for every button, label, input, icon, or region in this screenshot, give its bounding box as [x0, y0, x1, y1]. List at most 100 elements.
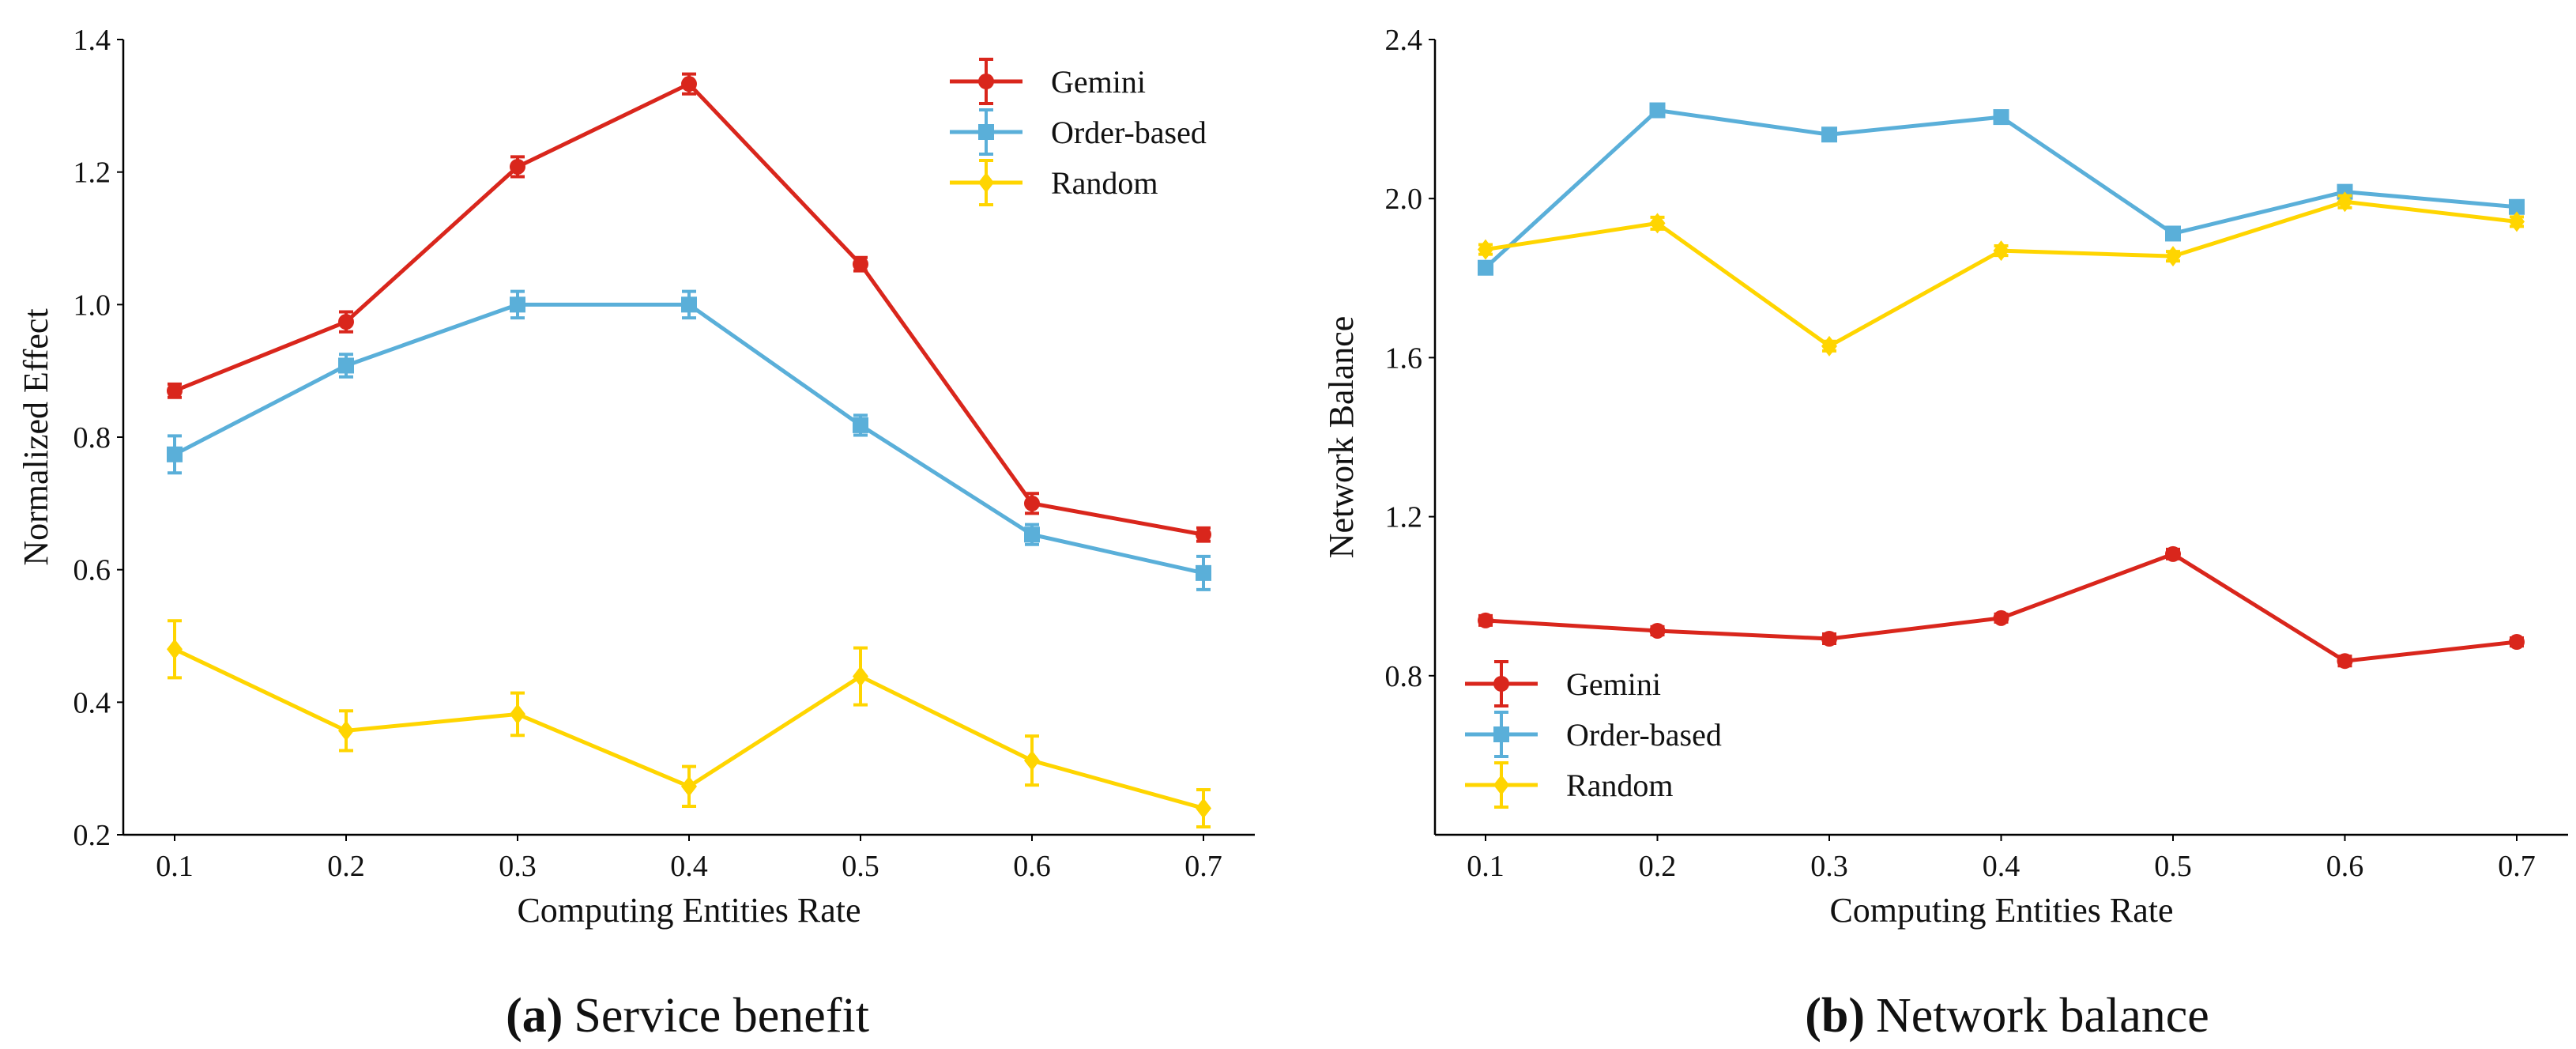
- legend-label: Order-based: [1051, 115, 1207, 150]
- y-tick-label: 1.2: [1385, 501, 1423, 534]
- legend-label: Gemini: [1566, 666, 1661, 702]
- y-axis-label: Normalized Effect: [17, 308, 55, 565]
- legend-marker: [978, 172, 994, 193]
- y-tick-label: 0.8: [73, 421, 111, 455]
- data-point: [338, 314, 354, 330]
- panel-caption: (a) Service benefit: [506, 989, 869, 1043]
- data-point: [681, 775, 697, 797]
- data-point: [2165, 246, 2181, 267]
- x-tick-label: 0.4: [670, 850, 708, 883]
- y-axis-label: Network Balance: [1322, 316, 1361, 559]
- data-point: [167, 446, 183, 462]
- caption-title: Network balance: [1876, 989, 2209, 1043]
- data-point: [167, 383, 183, 399]
- data-point: [2509, 211, 2525, 232]
- y-tick-label: 1.4: [73, 24, 111, 57]
- legend-label: Random: [1051, 165, 1158, 201]
- data-point: [681, 76, 697, 92]
- caption-label: (b): [1805, 989, 1865, 1043]
- data-point: [853, 666, 868, 687]
- data-point: [1478, 259, 1493, 276]
- legend-item-gemini: Gemini: [950, 58, 1146, 105]
- series-gemini: [1478, 545, 2525, 670]
- legend-marker: [1493, 726, 1509, 742]
- data-point: [1196, 526, 1211, 543]
- x-tick-label: 0.2: [327, 850, 365, 883]
- data-point: [1478, 239, 1493, 260]
- series-random: [1478, 191, 2525, 357]
- y-tick-label: 1.2: [73, 157, 111, 190]
- x-tick-label: 0.4: [1983, 850, 2021, 883]
- data-point: [1196, 798, 1211, 819]
- series-order-based: [167, 289, 1211, 591]
- y-tick-label: 0.8: [1385, 660, 1423, 693]
- y-tick-label: 0.4: [73, 686, 111, 719]
- legend-label: Random: [1566, 768, 1674, 803]
- x-tick-label: 0.6: [2326, 850, 2364, 883]
- data-point: [853, 417, 868, 433]
- data-point: [1649, 213, 1666, 234]
- legend-marker: [1493, 775, 1509, 795]
- x-tick-label: 0.6: [1013, 850, 1051, 883]
- data-point: [2509, 634, 2525, 651]
- data-point: [2165, 225, 2181, 242]
- data-point: [853, 256, 868, 273]
- data-point: [510, 296, 525, 313]
- x-tick-label: 0.5: [842, 850, 879, 883]
- y-tick-label: 2.0: [1385, 183, 1423, 216]
- legend-item-order-based: Order-based: [1465, 711, 1722, 758]
- y-tick-label: 2.4: [1385, 24, 1423, 57]
- legend-item-random: Random: [950, 159, 1158, 206]
- y-tick-label: 1.0: [73, 289, 111, 322]
- y-tick-label: 0.2: [73, 819, 111, 852]
- panel-service-benefit: 0.2 0.4 0.6 0.8 1.0 1.2 1.4 0.1 0.2 0.3 0.4 0.5 0.6 0…: [17, 24, 1255, 1043]
- data-point: [338, 720, 354, 741]
- data-point: [2509, 198, 2525, 215]
- data-point: [1196, 564, 1211, 581]
- data-point: [1993, 609, 2009, 626]
- data-point: [1993, 240, 2009, 262]
- series-line: [173, 302, 1204, 575]
- legend-item-order-based: Order-based: [950, 108, 1207, 156]
- x-tick-label: 0.3: [1810, 850, 1848, 883]
- data-point: [1993, 109, 2009, 126]
- data-point: [1821, 126, 1837, 143]
- data-point: [2337, 653, 2353, 670]
- data-point: [1821, 335, 1837, 357]
- y-tick-label: 0.6: [73, 554, 111, 587]
- data-point: [1024, 750, 1040, 772]
- data-point: [2337, 191, 2353, 213]
- data-point: [1478, 612, 1493, 628]
- x-tick-label: 0.1: [1467, 850, 1505, 883]
- data-point: [681, 296, 697, 313]
- legend-marker: [1493, 676, 1509, 692]
- series-line: [1485, 552, 2518, 663]
- data-point: [1821, 631, 1837, 647]
- x-tick-label: 0.1: [156, 850, 194, 883]
- data-point: [338, 357, 354, 374]
- data-point: [2165, 545, 2181, 562]
- x-tick-label: 0.7: [1184, 850, 1222, 883]
- data-point: [1649, 622, 1666, 639]
- x-tick-label: 0.2: [1639, 850, 1677, 883]
- legend-label: Gemini: [1051, 64, 1146, 100]
- data-point: [1024, 495, 1040, 511]
- data-point: [1649, 102, 1666, 119]
- panel-network-balance: 0.8 1.2 1.6 2.0 2.4 0.1 0.2 0.3 0.4 0.5 0.6 0.7 Comp…: [1322, 24, 2568, 1043]
- data-point: [510, 704, 525, 725]
- x-tick-label: 0.3: [499, 850, 537, 883]
- panel-caption: (b) Network balance: [1805, 989, 2209, 1043]
- legend-item-gemini: Gemini: [1465, 660, 1661, 708]
- data-point: [1024, 526, 1040, 543]
- legend-marker: [978, 124, 994, 140]
- legend-marker: [978, 74, 994, 89]
- caption-label: (a): [506, 989, 563, 1043]
- series-line: [1485, 199, 2518, 349]
- series-random: [167, 619, 1211, 828]
- x-axis-label: Computing Entities Rate: [1829, 891, 2173, 930]
- legend-label: Order-based: [1566, 717, 1722, 753]
- legend-item-random: Random: [1465, 761, 1674, 809]
- x-axis-label: Computing Entities Rate: [517, 891, 861, 930]
- caption-title: Service benefit: [574, 989, 869, 1043]
